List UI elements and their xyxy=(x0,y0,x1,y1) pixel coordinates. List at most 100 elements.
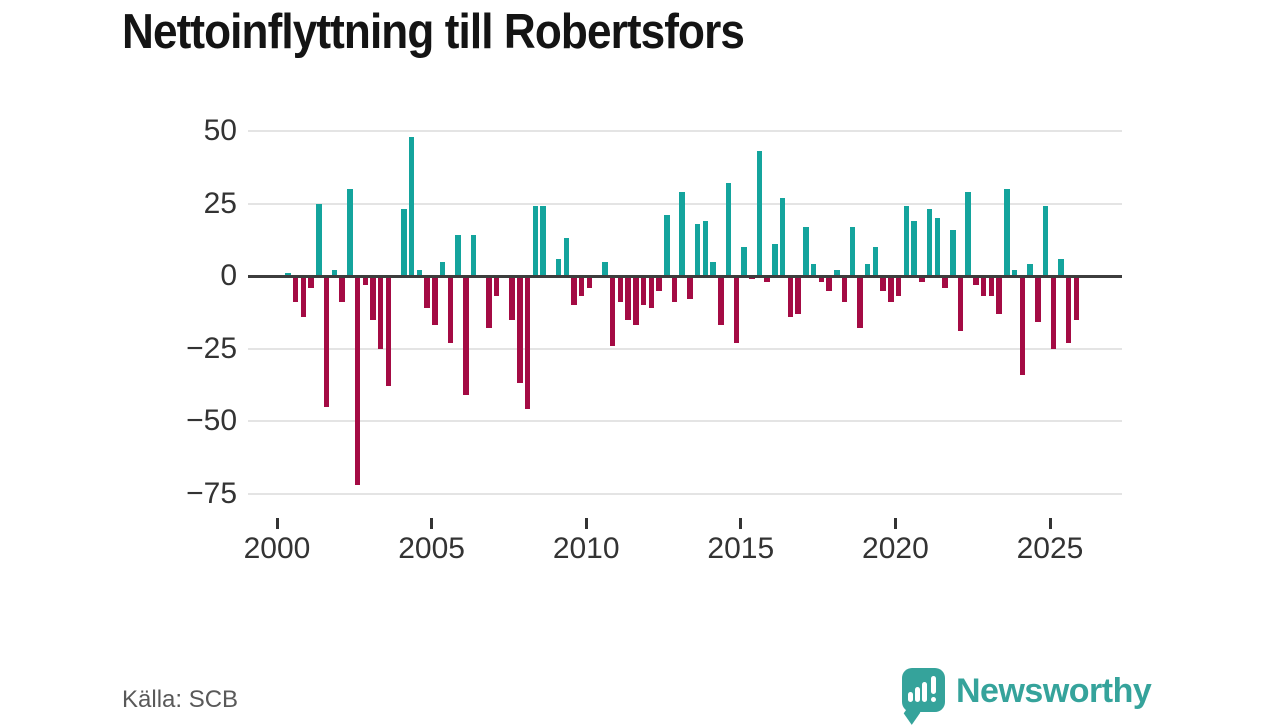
bar-2005-q3 xyxy=(447,276,454,343)
bar-2004-q1 xyxy=(401,209,407,276)
bar-2008-q1 xyxy=(524,276,531,410)
bar-2011-q3 xyxy=(633,276,639,326)
bar-2002-q2 xyxy=(347,189,353,276)
bar-2020-q1 xyxy=(895,276,902,297)
gridline-25 xyxy=(248,202,1122,205)
bar-2020-q2 xyxy=(903,206,910,276)
bar-2024-q2 xyxy=(1027,264,1033,276)
bar-2007-q1 xyxy=(493,276,500,297)
bar-2006-q4 xyxy=(486,276,492,329)
logo-text: Newsworthy xyxy=(956,672,1152,710)
page-title: Nettoinflyttning till Robertsfors xyxy=(122,5,745,59)
logo-chart-bar-icon xyxy=(915,687,920,702)
bar-2010-q3 xyxy=(602,261,608,276)
x-axis-label-2015: 2015 xyxy=(707,532,775,565)
bar-2003-q1 xyxy=(370,276,376,320)
x-axis-tick-2025 xyxy=(1048,518,1052,529)
bar-2006-q2 xyxy=(470,235,477,276)
bar-2012-q4 xyxy=(671,276,678,303)
bar-2001-q3 xyxy=(323,276,330,407)
bar-2001-q2 xyxy=(316,203,322,276)
bar-2015-q4 xyxy=(764,276,770,282)
bar-2019-q2 xyxy=(872,247,879,276)
bar-2020-q4 xyxy=(919,276,925,282)
bar-2010-q1 xyxy=(586,276,593,288)
bar-2019-q4 xyxy=(888,276,894,303)
bar-2014-q2 xyxy=(718,276,724,326)
bar-2008-q3 xyxy=(540,206,546,276)
x-axis-label-2005: 2005 xyxy=(398,532,465,565)
logo-chart-bar-icon xyxy=(908,692,913,702)
bar-2004-q2 xyxy=(408,136,415,276)
bar-2001-q1 xyxy=(308,276,314,288)
x-axis-tick-2010 xyxy=(584,518,588,529)
bar-2005-q2 xyxy=(439,261,446,276)
bar-2013-q3 xyxy=(694,223,701,276)
bar-2023-q3 xyxy=(1004,189,1010,276)
bar-2022-q4 xyxy=(980,276,987,297)
source-text: Källa: SCB xyxy=(122,686,239,713)
gridline--75 xyxy=(248,492,1122,495)
bar-2009-q4 xyxy=(578,276,585,297)
x-axis-label-2010: 2010 xyxy=(552,532,620,565)
bar-2025-q4 xyxy=(1073,276,1080,320)
bar-2017-q1 xyxy=(803,226,809,276)
y-axis-label--75: −75 xyxy=(186,476,237,510)
bar-2021-q2 xyxy=(934,218,941,276)
bar-2013-q2 xyxy=(687,276,693,300)
bar-2017-q3 xyxy=(818,276,825,282)
bar-2022-q1 xyxy=(957,276,964,332)
bar-2009-q3 xyxy=(571,276,577,305)
bar-2011-q1 xyxy=(617,276,624,303)
bar-2012-q1 xyxy=(648,276,655,308)
x-axis-tick-2005 xyxy=(430,518,434,529)
y-axis-label--50: −50 xyxy=(186,404,237,437)
bar-2011-q4 xyxy=(640,276,647,305)
bar-2023-q2 xyxy=(996,276,1002,314)
x-axis-tick-2015 xyxy=(739,518,743,529)
bar-2019-q1 xyxy=(864,264,871,276)
bar-2022-q3 xyxy=(973,276,979,285)
bar-2004-q4 xyxy=(424,276,430,308)
logo-chart-bar-icon xyxy=(922,682,927,702)
bar-2005-q1 xyxy=(432,276,438,326)
bar-2023-q1 xyxy=(988,276,995,297)
bar-2003-q2 xyxy=(377,276,384,349)
bar-2014-q1 xyxy=(710,261,716,276)
bar-2002-q4 xyxy=(362,276,369,285)
y-axis-label-25: 25 xyxy=(203,186,237,220)
bar-2013-q1 xyxy=(679,191,685,276)
bar-2009-q2 xyxy=(563,238,569,276)
newsworthy-logo: Newsworthy xyxy=(902,666,1162,725)
bar-2000-q3 xyxy=(292,276,299,303)
bar-2017-q2 xyxy=(810,264,817,276)
bar-2025-q2 xyxy=(1058,258,1064,276)
bar-2006-q1 xyxy=(463,276,469,395)
logo-exclamation-icon xyxy=(931,676,936,694)
bar-2011-q2 xyxy=(625,276,631,320)
bar-2005-q4 xyxy=(455,235,461,276)
bar-2002-q1 xyxy=(339,276,345,303)
bar-2020-q3 xyxy=(911,220,917,276)
bar-2003-q3 xyxy=(385,276,392,387)
bar-2017-q4 xyxy=(826,276,832,291)
bar-2019-q3 xyxy=(880,276,886,291)
bar-2021-q3 xyxy=(942,276,948,288)
bar-2023-q4 xyxy=(1011,270,1018,276)
bar-2002-q3 xyxy=(354,276,361,485)
bar-2016-q1 xyxy=(772,244,778,276)
gridline-50 xyxy=(248,130,1122,132)
x-axis-label-2020: 2020 xyxy=(862,532,929,565)
bar-2021-q1 xyxy=(926,209,933,276)
bar-2001-q4 xyxy=(331,270,338,276)
y-axis-label-0: 0 xyxy=(220,259,237,292)
bar-2012-q3 xyxy=(664,215,670,276)
bar-2024-q1 xyxy=(1019,276,1026,375)
bar-2013-q4 xyxy=(702,220,709,276)
gridline--25 xyxy=(248,347,1122,350)
bar-2016-q3 xyxy=(787,276,794,317)
x-axis-tick-2020 xyxy=(893,518,897,529)
bar-2012-q2 xyxy=(656,276,662,291)
bar-2018-q4 xyxy=(857,276,863,329)
gridline--50 xyxy=(248,420,1122,422)
